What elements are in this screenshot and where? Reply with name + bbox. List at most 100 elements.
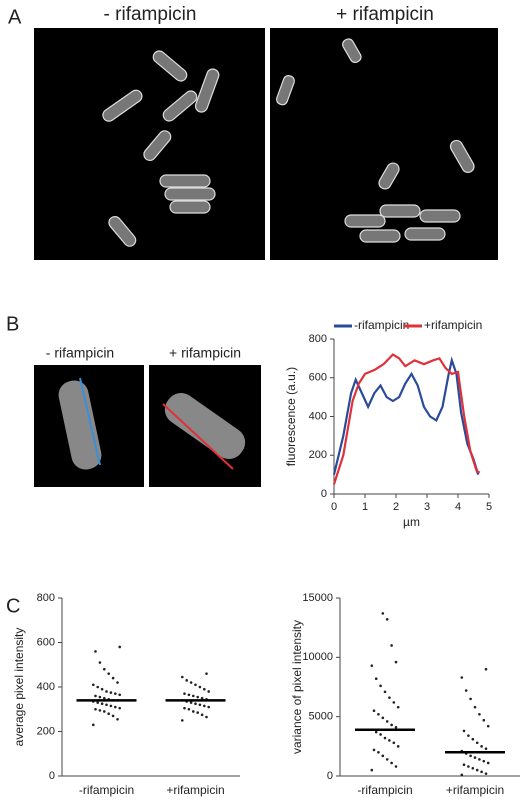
dot bbox=[372, 709, 376, 713]
dot bbox=[381, 612, 385, 615]
dot bbox=[390, 761, 393, 765]
dot bbox=[207, 705, 210, 709]
y-tick-label: 800 bbox=[37, 592, 55, 604]
dot bbox=[203, 687, 206, 691]
dot bbox=[469, 697, 472, 701]
dot bbox=[484, 747, 488, 751]
dot bbox=[107, 672, 110, 675]
dot bbox=[372, 748, 376, 752]
dot bbox=[183, 692, 186, 695]
y-tick-label: 800 bbox=[309, 333, 327, 345]
dot bbox=[377, 750, 380, 754]
dot bbox=[475, 768, 479, 772]
dot bbox=[200, 696, 204, 700]
dot bbox=[92, 723, 95, 727]
dot bbox=[205, 715, 208, 719]
dot bbox=[111, 714, 115, 718]
legend-label: +rifampicin bbox=[424, 318, 482, 332]
line bbox=[332, 356, 480, 475]
dot bbox=[94, 694, 97, 698]
x-axis-label: µm bbox=[403, 515, 420, 529]
x-tick-label: 3 bbox=[424, 501, 430, 513]
panel-label: C bbox=[6, 595, 20, 617]
dot bbox=[94, 707, 97, 711]
x-tick-label: -rifampicin bbox=[79, 783, 134, 797]
dot bbox=[114, 692, 117, 695]
dot bbox=[473, 705, 477, 709]
dot bbox=[478, 758, 481, 761]
dot bbox=[189, 701, 193, 704]
dot bbox=[205, 672, 208, 675]
dot bbox=[194, 683, 197, 687]
x-tick-label: 4 bbox=[455, 501, 461, 513]
dot bbox=[390, 723, 393, 727]
y-tick-label: 0 bbox=[49, 770, 55, 782]
dot bbox=[484, 772, 488, 775]
dot bbox=[189, 681, 193, 684]
x-tick-label: 0 bbox=[331, 501, 337, 513]
dot bbox=[469, 754, 472, 758]
dot bbox=[207, 690, 210, 693]
dot bbox=[392, 741, 396, 745]
x-tick-label: 1 bbox=[362, 501, 368, 513]
y-tick-label: 400 bbox=[37, 681, 55, 693]
dot bbox=[377, 712, 380, 716]
dot bbox=[460, 773, 464, 777]
dot bbox=[103, 667, 106, 671]
dot bbox=[105, 690, 108, 693]
legend-label: -rifampicin bbox=[354, 318, 409, 332]
dot bbox=[116, 717, 119, 721]
dot bbox=[370, 664, 374, 667]
dot bbox=[473, 756, 477, 759]
x-tick-label: 5 bbox=[486, 501, 492, 513]
dot bbox=[187, 693, 191, 697]
dot bbox=[486, 761, 490, 765]
image-label: + rifampicin bbox=[336, 4, 434, 25]
dot bbox=[196, 711, 199, 714]
dot bbox=[482, 759, 486, 763]
dot bbox=[471, 766, 475, 770]
dot bbox=[396, 745, 400, 748]
dot bbox=[105, 703, 108, 707]
dot bbox=[381, 716, 385, 720]
dot bbox=[394, 726, 398, 729]
dot bbox=[462, 763, 466, 767]
y-tick-label: 200 bbox=[309, 449, 327, 461]
dot bbox=[460, 676, 464, 679]
dot bbox=[96, 701, 99, 704]
dot bbox=[114, 705, 117, 709]
dot bbox=[181, 675, 184, 679]
image-label: + rifampicin bbox=[169, 345, 241, 361]
micrograph bbox=[34, 365, 261, 487]
micrograph bbox=[34, 28, 498, 260]
y-axis-label: average pixel intensity bbox=[12, 628, 26, 747]
dot bbox=[482, 718, 486, 722]
image-label: - rifampicin bbox=[104, 4, 197, 25]
dot bbox=[196, 695, 199, 699]
dot bbox=[390, 644, 393, 647]
dot bbox=[116, 681, 119, 684]
dot bbox=[374, 730, 378, 734]
dot bbox=[200, 713, 204, 717]
dot bbox=[94, 650, 97, 653]
dot bbox=[198, 685, 202, 689]
dot bbox=[118, 706, 121, 710]
panel-label: A bbox=[8, 6, 22, 28]
dot bbox=[383, 736, 387, 740]
dot bbox=[467, 734, 470, 737]
y-axis-label: variance of pixel intensity bbox=[290, 620, 304, 754]
y-tick-label: 0 bbox=[327, 770, 333, 782]
dot bbox=[100, 687, 104, 691]
y-tick-label: 0 bbox=[321, 488, 327, 500]
x-tick-label: +rifampicin bbox=[446, 783, 504, 797]
image-label: - rifampicin bbox=[46, 345, 114, 361]
dot bbox=[107, 712, 110, 715]
dot bbox=[396, 705, 400, 709]
dot bbox=[394, 765, 398, 768]
dot bbox=[475, 741, 479, 745]
y-tick-label: 400 bbox=[309, 410, 327, 422]
dot bbox=[370, 768, 374, 772]
line bbox=[332, 353, 481, 485]
dot bbox=[118, 645, 121, 649]
